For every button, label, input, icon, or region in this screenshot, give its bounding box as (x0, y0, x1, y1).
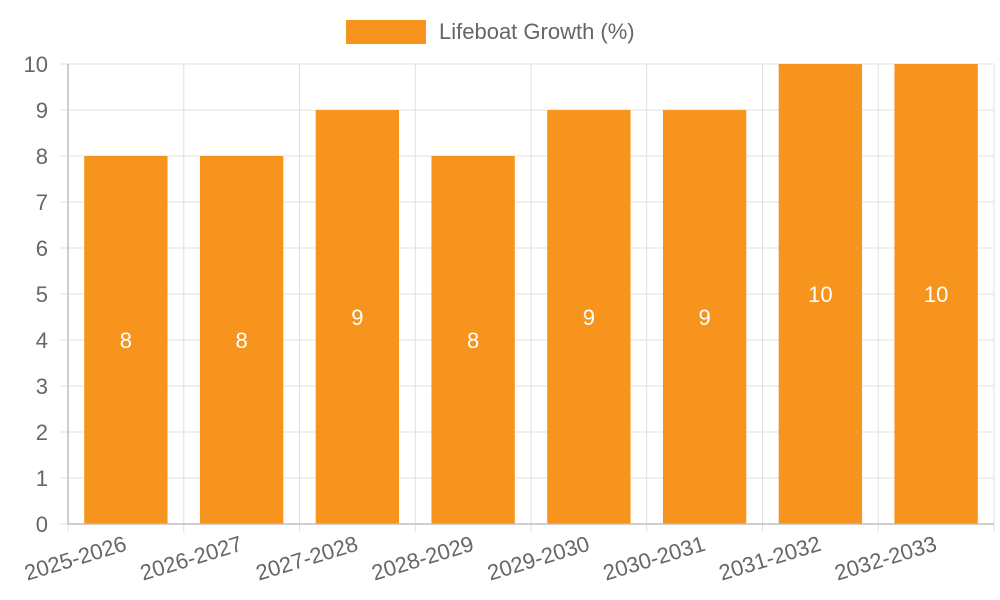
y-tick-label: 9 (36, 98, 48, 123)
bar[interactable] (315, 110, 400, 524)
bar[interactable] (547, 110, 631, 524)
x-tick-label: 2029-2030 (484, 531, 592, 586)
x-tick-label: 2027-2028 (253, 531, 361, 586)
x-tick-label: 2030-2031 (600, 531, 708, 586)
bar[interactable] (778, 64, 863, 524)
y-tick-label: 6 (36, 236, 48, 261)
y-tick-label: 10 (24, 52, 48, 77)
data-label: 8 (120, 328, 132, 353)
bar[interactable] (199, 156, 284, 524)
legend-label[interactable]: Lifeboat Growth (%) (439, 19, 635, 44)
data-label: 9 (699, 305, 711, 330)
data-label: 9 (351, 305, 363, 330)
y-tick-label: 0 (36, 512, 48, 537)
legend[interactable]: Lifeboat Growth (%) (346, 19, 635, 44)
data-label: 8 (467, 328, 479, 353)
bar[interactable] (431, 156, 515, 524)
data-label: 10 (808, 282, 832, 307)
x-tick-label: 2032-2033 (832, 531, 940, 586)
y-tick-label: 7 (36, 190, 48, 215)
y-tick-label: 8 (36, 144, 48, 169)
axes (67, 64, 994, 525)
y-tick-label: 3 (36, 374, 48, 399)
data-label: 10 (924, 282, 948, 307)
bar[interactable] (84, 156, 168, 524)
x-tick-label: 2026-2027 (137, 531, 245, 586)
x-tick-label: 2028-2029 (369, 531, 477, 586)
bar[interactable] (894, 64, 978, 524)
legend-swatch[interactable] (346, 20, 426, 44)
x-tick-label: 2031-2032 (716, 531, 824, 586)
y-tick-label: 1 (36, 466, 48, 491)
data-label: 9 (583, 305, 595, 330)
y-tick-label: 2 (36, 420, 48, 445)
bars (84, 64, 978, 524)
bar[interactable] (662, 110, 747, 524)
y-tick-label: 4 (36, 328, 48, 353)
data-label: 8 (236, 328, 248, 353)
y-tick-label: 5 (36, 282, 48, 307)
x-tick-label: 2025-2026 (21, 531, 129, 586)
